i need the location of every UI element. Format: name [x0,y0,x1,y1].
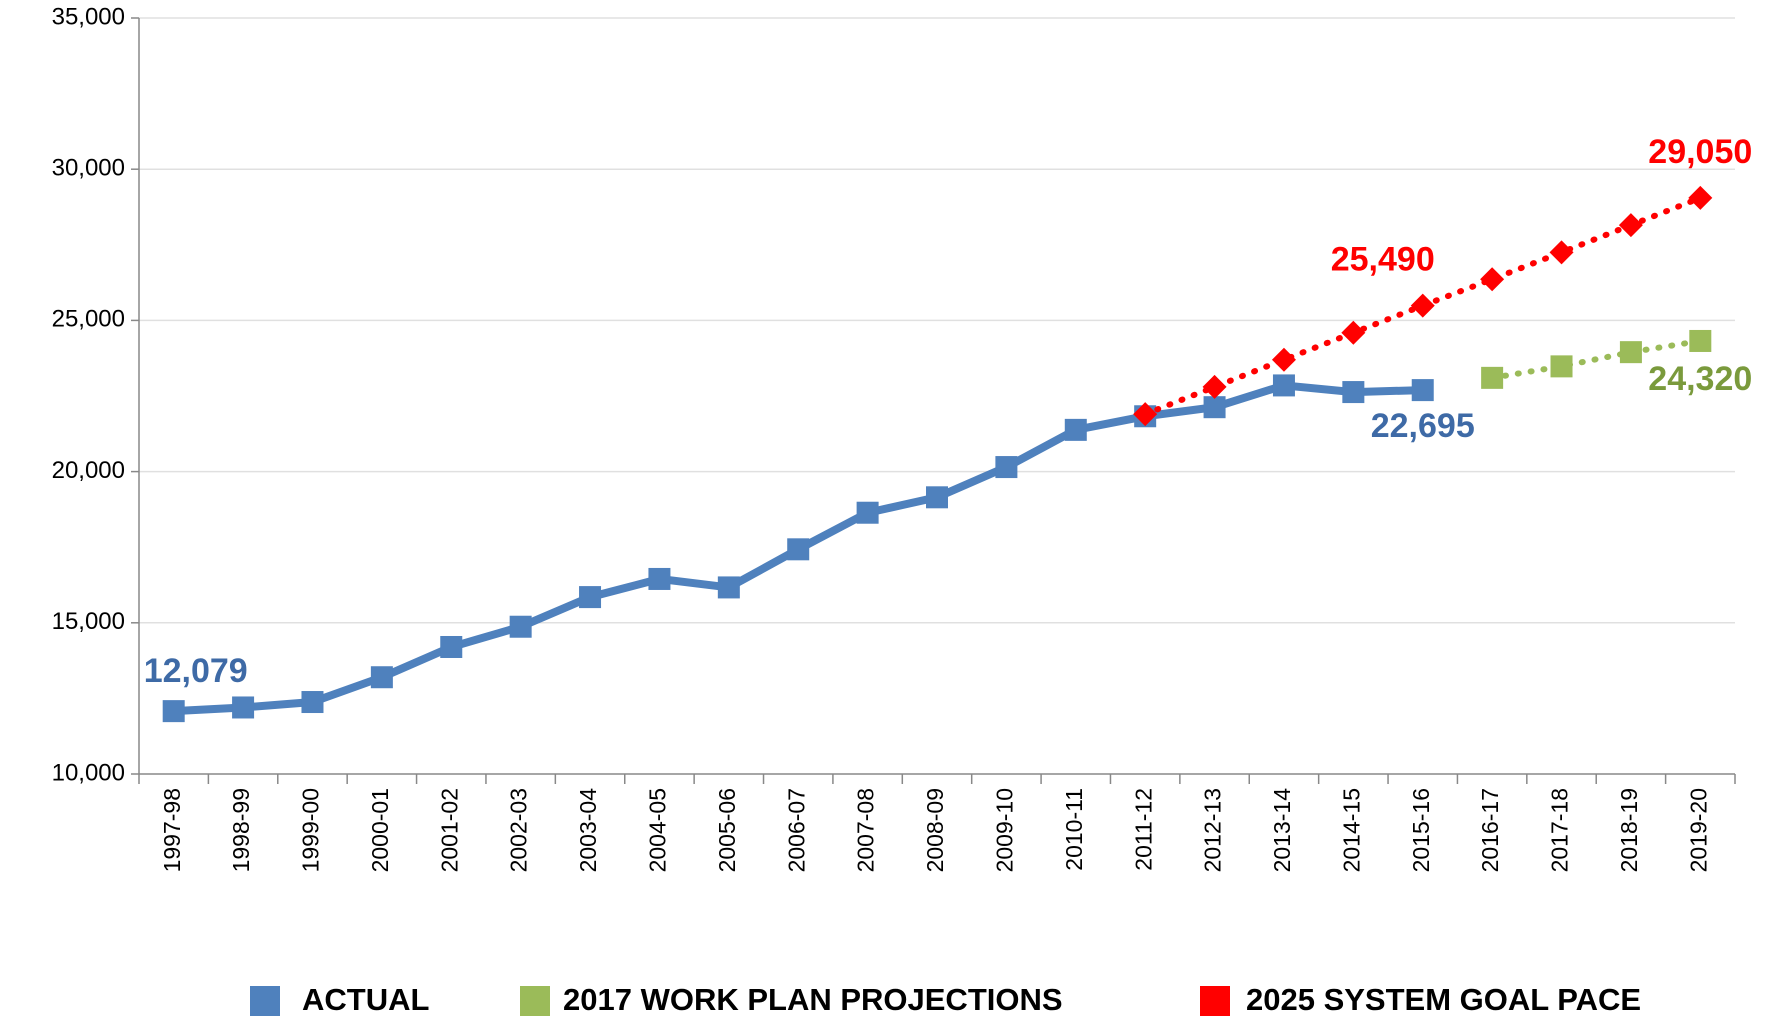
square-marker [648,567,671,590]
diamond-marker [1341,320,1366,345]
square-marker [509,615,532,638]
square-marker [1342,381,1365,404]
square-marker [1619,341,1642,364]
diamond-marker [1410,293,1435,318]
data-label: 22,695 [1371,407,1475,445]
square-marker [579,586,602,609]
x-tick-label: 2008-09 [922,788,948,872]
x-tick-label: 2003-04 [575,788,601,873]
data-label: 24,320 [1648,360,1752,398]
square-marker [232,696,255,719]
diamond-marker [1271,347,1296,372]
x-tick-label: 2018-19 [1616,788,1642,872]
square-marker [370,666,393,689]
x-tick-label: 2011-12 [1130,788,1156,871]
y-tick-label: 20,000 [52,457,125,484]
x-tick-label: 2006-07 [783,788,809,872]
square-marker [1689,329,1712,352]
diamond-marker [1202,374,1227,399]
square-marker [717,576,740,599]
x-tick-label: 2017-18 [1547,788,1573,872]
x-tick-label: 2000-01 [367,788,393,872]
x-tick-label: 2019-20 [1685,788,1711,872]
series-line [1489,337,1704,381]
square-marker [301,691,324,714]
x-tick-label: 2014-15 [1338,788,1364,872]
diamond-marker [1480,267,1505,292]
square-marker [926,486,948,509]
y-tick-label: 15,000 [52,608,125,635]
diamond-marker [1688,185,1713,210]
square-marker [1550,355,1573,378]
legend-label: 2025 SYSTEM GOAL PACE [1246,982,1641,1017]
data-label: 25,490 [1331,241,1435,279]
legend-label: ACTUAL [302,982,429,1017]
x-tick-label: 2010-11 [1061,788,1087,871]
x-tick-label: 2001-02 [436,788,462,872]
y-tick-label: 30,000 [52,155,125,182]
diamond-marker [1618,213,1643,238]
square-marker [440,635,463,658]
square-marker [1411,379,1434,402]
square-marker [856,501,879,524]
y-tick-label: 25,000 [52,306,125,333]
x-tick-label: 2007-08 [853,788,879,872]
x-tick-label: 1998-99 [228,788,254,872]
square-marker [162,700,185,723]
x-tick-label: 2013-14 [1269,788,1295,873]
x-tick-label: 2016-17 [1477,788,1503,872]
x-tick-label: 1999-00 [298,788,324,872]
square-marker [1064,418,1087,441]
square-marker [787,538,810,561]
x-tick-label: 2015-16 [1408,788,1434,872]
legend-swatch [520,986,550,1016]
x-tick-label: 2005-06 [714,788,740,872]
x-tick-label: 2002-03 [506,788,532,872]
legend-label: 2017 WORK PLAN PROJECTIONS [563,982,1063,1017]
x-tick-label: 2012-13 [1200,788,1226,872]
square-marker [1272,374,1295,397]
y-tick-label: 10,000 [52,759,125,786]
x-tick-label: 2009-10 [991,788,1017,872]
square-marker [1203,396,1226,419]
x-tick-label: 1997-98 [159,788,185,872]
legend-swatch [1200,986,1230,1016]
square-marker [995,456,1018,479]
diamond-marker [1133,402,1158,427]
y-tick-label: 35,000 [52,3,125,30]
data-label: 29,050 [1648,133,1752,171]
legend-swatch [250,986,280,1016]
square-marker [1481,366,1504,389]
data-label: 12,079 [144,652,248,690]
diamond-marker [1549,240,1574,265]
x-tick-label: 2004-05 [645,788,671,872]
